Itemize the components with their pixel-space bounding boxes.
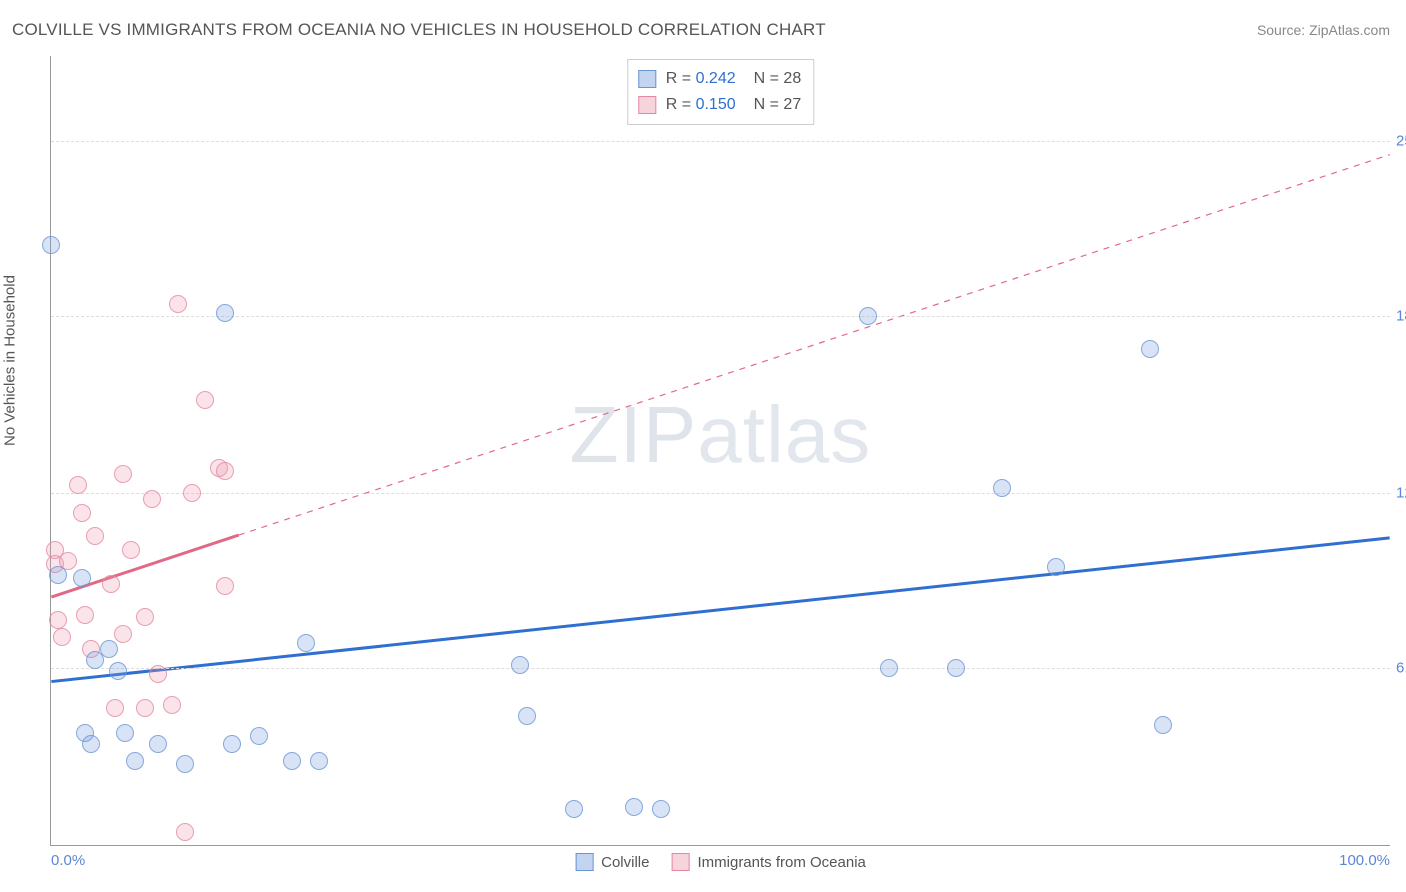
data-point (652, 800, 670, 818)
data-point (183, 484, 201, 502)
legend-n: N = 28 (754, 70, 802, 88)
chart-title: COLVILLE VS IMMIGRANTS FROM OCEANIA NO V… (12, 20, 826, 40)
data-point (76, 606, 94, 624)
y-tick-label: 6.3% (1396, 660, 1406, 677)
trend-line (51, 538, 1389, 682)
legend-r: R = 0.242 (666, 70, 736, 88)
data-point (122, 541, 140, 559)
source-link[interactable]: ZipAtlas.com (1309, 22, 1390, 38)
legend-label: Immigrants from Oceania (697, 854, 865, 871)
y-tick-label: 12.5% (1396, 485, 1406, 502)
data-point (73, 504, 91, 522)
data-point (176, 755, 194, 773)
data-point (993, 479, 1011, 497)
data-point (880, 659, 898, 677)
data-point (116, 724, 134, 742)
legend-swatch (575, 853, 593, 871)
data-point (114, 465, 132, 483)
data-point (100, 640, 118, 658)
data-point (216, 462, 234, 480)
data-point (223, 735, 241, 753)
data-point (109, 662, 127, 680)
data-point (859, 307, 877, 325)
data-point (565, 800, 583, 818)
data-point (49, 566, 67, 584)
trend-line (239, 155, 1390, 535)
x-tick-max: 100.0% (1339, 852, 1390, 869)
data-point (69, 476, 87, 494)
data-point (102, 575, 120, 593)
watermark-thin: atlas (697, 390, 871, 479)
data-point (283, 752, 301, 770)
data-point (82, 735, 100, 753)
data-point (310, 752, 328, 770)
data-point (86, 527, 104, 545)
data-point (126, 752, 144, 770)
y-axis-label: No Vehicles in Household (2, 275, 19, 446)
data-point (216, 577, 234, 595)
trend-lines-layer (51, 56, 1390, 845)
gridline-h (51, 141, 1390, 142)
watermark-bold: ZIP (570, 390, 697, 479)
correlation-legend: R = 0.242 N = 28 R = 0.150 N = 27 (627, 59, 814, 125)
data-point (176, 823, 194, 841)
gridline-h (51, 668, 1390, 669)
data-point (163, 696, 181, 714)
data-point (149, 665, 167, 683)
legend-label: Colville (601, 854, 649, 871)
data-point (947, 659, 965, 677)
data-point (511, 656, 529, 674)
data-point (49, 611, 67, 629)
data-point (136, 608, 154, 626)
data-point (106, 699, 124, 717)
data-point (73, 569, 91, 587)
data-point (143, 490, 161, 508)
gridline-h (51, 493, 1390, 494)
data-point (42, 236, 60, 254)
data-point (114, 625, 132, 643)
scatter-plot: ZIPatlas R = 0.242N = 28R = 0.150N = 27 … (50, 56, 1390, 846)
data-point (250, 727, 268, 745)
legend-row: R = 0.150 N = 27 (638, 92, 801, 118)
data-point (136, 699, 154, 717)
data-point (53, 628, 71, 646)
y-tick-label: 25.0% (1396, 132, 1406, 149)
data-point (216, 304, 234, 322)
data-point (169, 295, 187, 313)
legend-swatch (638, 70, 656, 88)
source-prefix: Source: (1257, 22, 1309, 38)
watermark: ZIPatlas (570, 389, 871, 481)
x-tick-min: 0.0% (51, 852, 85, 869)
data-point (625, 798, 643, 816)
gridline-h (51, 316, 1390, 317)
legend-swatch (671, 853, 689, 871)
data-point (149, 735, 167, 753)
legend-item: Colville (575, 853, 649, 871)
source-attribution: Source: ZipAtlas.com (1257, 22, 1390, 38)
y-tick-label: 18.8% (1396, 307, 1406, 324)
legend-n: N = 27 (754, 96, 802, 114)
data-point (1047, 558, 1065, 576)
data-point (1154, 716, 1172, 734)
legend-row: R = 0.242 N = 28 (638, 66, 801, 92)
data-point (518, 707, 536, 725)
legend-swatch (638, 96, 656, 114)
legend-r: R = 0.150 (666, 96, 736, 114)
data-point (1141, 340, 1159, 358)
series-legend: Colville Immigrants from Oceania (575, 853, 866, 871)
trend-line (51, 535, 238, 597)
data-point (196, 391, 214, 409)
data-point (297, 634, 315, 652)
legend-item: Immigrants from Oceania (671, 853, 865, 871)
